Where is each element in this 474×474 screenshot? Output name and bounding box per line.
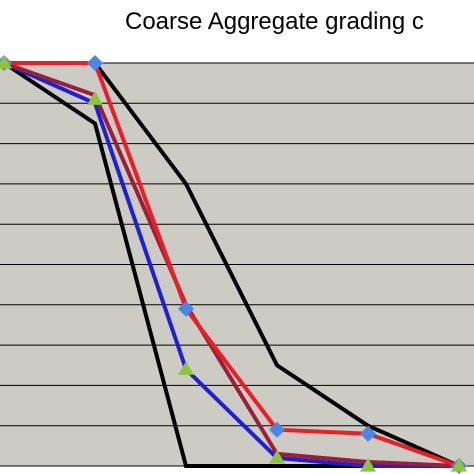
diamond-marker [178, 300, 194, 317]
diamond-marker [87, 55, 103, 71]
chart-title: Coarse Aggregate grading c [125, 8, 424, 35]
series-line-2 [3, 61, 459, 468]
diamond-marker [269, 421, 285, 438]
series-line-3 [3, 61, 460, 468]
series-line-4 [4, 61, 460, 468]
triangle-marker [87, 91, 103, 105]
triangle-marker [451, 458, 467, 472]
triangle-marker [269, 449, 285, 464]
diamond-marker [360, 425, 376, 442]
triangle-marker [178, 361, 194, 375]
triangle-marker [360, 458, 376, 472]
triangle-marker [0, 55, 12, 69]
